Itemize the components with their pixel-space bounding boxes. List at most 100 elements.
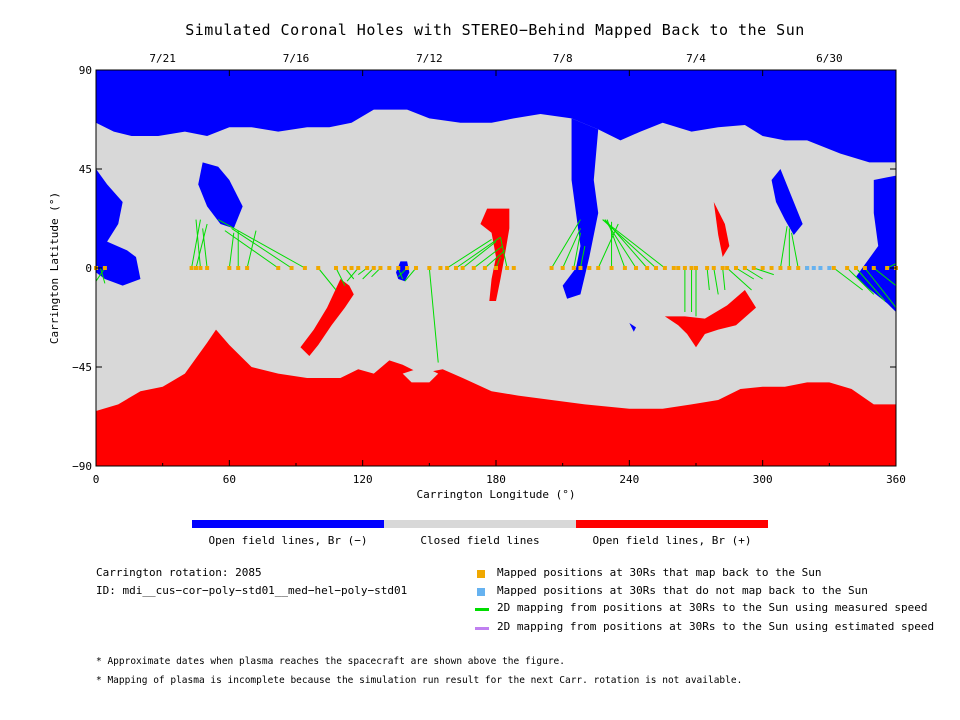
x-tick-label-2: 120 <box>353 473 373 486</box>
mapped-position-55 <box>734 266 738 270</box>
mapped-position-66 <box>854 266 858 270</box>
colorbar-closed <box>384 520 576 528</box>
legend-measured-label: 2D mapping from positions at 30Rs to the… <box>497 601 928 614</box>
x-tick-label-4: 240 <box>619 473 639 486</box>
mapping-line-44 <box>706 267 710 291</box>
mapped-position-68 <box>871 266 876 270</box>
negative-lobe-60 <box>198 162 243 229</box>
negative-lobe-218 <box>562 118 599 299</box>
mapped-position-26 <box>445 266 450 270</box>
date-label-0: 7/21 <box>149 52 176 65</box>
mapped-position-24 <box>427 266 432 270</box>
mapped-position-46 <box>671 266 676 270</box>
mapped-position-33 <box>511 266 516 270</box>
mapping-line-23 <box>446 238 492 269</box>
mapped-position-18 <box>371 266 376 270</box>
mapped-position-47 <box>676 266 681 270</box>
closed-island-145 <box>402 369 439 383</box>
mapped-position-38 <box>587 266 592 270</box>
colorbar-label-positive: Open field lines, Br (+) <box>592 534 752 547</box>
x-axis-title: Carrington Longitude (°) <box>417 488 576 501</box>
mapping-line-49 <box>744 267 763 280</box>
positive-filament-280 <box>713 202 730 257</box>
mapping-line-11 <box>217 219 306 269</box>
x-tick-label-1: 60 <box>223 473 236 486</box>
mapping-line-12 <box>317 267 337 291</box>
mapping-line-51 <box>779 226 788 269</box>
negative-speck-240 <box>629 323 636 332</box>
mapping-line-21 <box>404 267 417 282</box>
date-label-2: 7/12 <box>416 52 443 65</box>
unmapped-position-3 <box>827 266 832 270</box>
note-incomplete: * Mapping of plasma is incomplete becaus… <box>96 675 743 686</box>
mapped-position-50 <box>694 266 698 270</box>
mapped-position-16 <box>356 266 361 270</box>
run-id-label: ID: mdi__cus−cor−poly−std01__med−hel−pol… <box>96 584 408 597</box>
mapping-line-50 <box>753 267 774 276</box>
date-label-3: 7/8 <box>553 52 573 65</box>
legend-estimated-line <box>475 627 489 630</box>
positive-lobe-182 <box>480 208 510 301</box>
mapped-position-42 <box>634 266 638 270</box>
unmapped-position-1 <box>811 266 816 270</box>
legend-unmapped-label: Mapped positions at 30Rs that do not map… <box>497 584 868 597</box>
unmapped-position-0 <box>805 266 810 270</box>
mapping-line-31 <box>562 228 581 269</box>
date-label-4: 7/4 <box>686 52 706 65</box>
x-tick-label-3: 180 <box>486 473 506 486</box>
mapped-position-13 <box>334 266 338 270</box>
date-label-1: 7/16 <box>283 52 310 65</box>
negative-lobe-312 <box>771 169 803 235</box>
mapped-position-48 <box>682 266 687 270</box>
legend-estimated-label: 2D mapping from positions at 30Rs to the… <box>497 620 935 633</box>
mapping-line-29 <box>499 237 508 269</box>
mapped-position-58 <box>760 266 765 270</box>
mapped-position-3 <box>194 266 198 270</box>
mapped-position-10 <box>289 266 294 270</box>
x-tick-label-0: 0 <box>93 473 100 486</box>
mapping-line-32 <box>573 232 581 269</box>
y-tick-label-3: −45 <box>72 361 92 374</box>
mapping-line-2 <box>191 219 201 269</box>
mapped-position-53 <box>720 266 725 270</box>
mapped-position-21 <box>396 266 401 270</box>
unmapped-position-2 <box>818 266 823 270</box>
mapped-position-8 <box>245 266 250 270</box>
mapping-line-45 <box>713 267 719 295</box>
mapped-position-69 <box>885 266 890 270</box>
mapped-position-4 <box>198 266 203 270</box>
mapped-position-39 <box>596 266 601 270</box>
mapped-position-17 <box>365 266 370 270</box>
mapped-position-61 <box>787 266 792 270</box>
y-tick-label-0: 90 <box>79 64 92 77</box>
mapped-position-45 <box>662 266 667 270</box>
mapped-position-29 <box>471 266 476 270</box>
mapped-position-6 <box>227 266 232 270</box>
mapped-position-19 <box>378 266 383 270</box>
mapped-position-52 <box>711 266 716 270</box>
mapped-position-32 <box>505 266 510 270</box>
mapping-line-5 <box>202 228 208 269</box>
mapped-position-36 <box>571 266 576 270</box>
mapped-position-7 <box>236 266 241 270</box>
mapping-line-10 <box>231 227 292 269</box>
mapping-line-0 <box>99 267 106 284</box>
mapping-line-40 <box>602 219 666 269</box>
mapped-position-1 <box>102 266 107 270</box>
mapping-line-37 <box>604 219 637 269</box>
mapping-line-9 <box>224 230 279 269</box>
mapping-line-25 <box>462 241 497 269</box>
mapping-line-56 <box>855 267 886 302</box>
note-dates: * Approximate dates when plasma reaches … <box>96 656 565 667</box>
north-negative-region <box>96 70 896 163</box>
y-tick-label-2: 0 <box>85 262 92 275</box>
mapping-line-47 <box>726 267 752 291</box>
mapped-position-64 <box>831 266 836 270</box>
mapped-position-44 <box>654 266 658 270</box>
south-positive-region <box>96 329 896 466</box>
mapped-position-57 <box>751 266 756 270</box>
mapped-position-14 <box>342 266 347 270</box>
y-tick-label-4: −90 <box>72 460 92 473</box>
mapping-line-46 <box>722 267 726 291</box>
mapped-position-11 <box>302 266 307 270</box>
